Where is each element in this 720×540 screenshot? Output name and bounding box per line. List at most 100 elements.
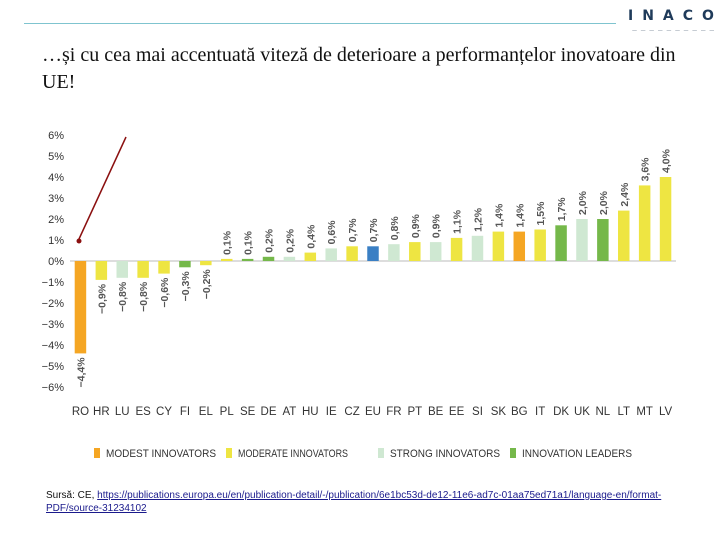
y-tick-label: 4% — [48, 172, 64, 184]
bar-lt — [618, 210, 630, 261]
x-tick-label: EL — [199, 406, 214, 418]
y-tick-label: 5% — [48, 151, 64, 163]
bar-cz — [346, 246, 358, 261]
value-label: 0,8% — [389, 216, 401, 241]
bar-eu — [367, 246, 379, 261]
value-label: −0,8% — [138, 281, 150, 312]
legend-swatch-leader — [510, 448, 516, 458]
value-label: 4,0% — [661, 148, 673, 173]
legend-swatch-strong — [378, 448, 384, 458]
value-label: −0,6% — [159, 277, 171, 308]
legend: MODEST INNOVATORS MODERATE INNOVATORS STRO… — [94, 448, 632, 460]
bar-mt — [638, 185, 651, 261]
value-label: 0,7% — [347, 218, 359, 243]
value-label: 2,0% — [598, 190, 610, 215]
source-note: Sursă: CE, https://publications.europa.e… — [46, 489, 706, 515]
bar-hr — [95, 261, 108, 280]
value-label: 1,4% — [493, 203, 505, 228]
value-label: 0,2% — [284, 228, 296, 253]
value-label: −0,9% — [96, 283, 108, 314]
bar-nl — [597, 219, 609, 261]
value-label: 1,7% — [556, 197, 568, 222]
bar-de — [262, 256, 275, 261]
legend-label-leader: INNOVATION LEADERS — [522, 448, 632, 460]
value-label: 2,0% — [577, 190, 589, 215]
x-tick-label: CZ — [344, 406, 359, 418]
bar-si — [471, 235, 484, 261]
x-tick-label: DK — [553, 406, 569, 418]
bar-es — [137, 261, 149, 278]
source-prefix: Sursă: CE, — [46, 490, 98, 501]
value-label: 0,6% — [326, 220, 338, 245]
x-tick-label: SE — [240, 406, 256, 418]
x-tick-label: FR — [386, 406, 401, 418]
value-label: 0,9% — [431, 214, 443, 239]
x-tick-label: PL — [220, 406, 235, 418]
y-tick-label: 0% — [48, 256, 64, 268]
legend-label-moderate: MODERATE INNOVATORS — [238, 448, 348, 460]
x-tick-label: BE — [428, 406, 444, 418]
bar-ie — [325, 248, 337, 261]
bar-lv — [659, 177, 672, 261]
y-tick-label: −6% — [42, 382, 65, 394]
bar-se — [241, 258, 254, 261]
x-tick-label: LV — [659, 406, 673, 418]
annotation-arrow — [78, 136, 127, 240]
y-tick-label: −1% — [42, 277, 65, 289]
value-label: 1,2% — [472, 207, 484, 232]
x-tick-label: LT — [617, 406, 630, 418]
bar-hu — [304, 252, 317, 261]
bar-chart: 6% 5% 4% 3% 2% 1% 0% −1% −2% −3% −4% −5% −6% −4,4% −0… — [42, 130, 676, 460]
value-label: 0,7% — [368, 218, 380, 243]
value-label: 0,9% — [410, 214, 422, 239]
x-tick-label: EU — [365, 406, 381, 418]
bar-fr — [388, 244, 400, 261]
bar-uk — [576, 219, 588, 261]
x-tick-label: BG — [511, 406, 528, 418]
bar-pt — [409, 242, 421, 261]
x-tick-label: MT — [636, 406, 653, 418]
legend-label-strong: STRONG INNOVATORS — [390, 448, 500, 460]
y-axis: 6% 5% 4% 3% 2% 1% 0% −1% −2% −3% −4% −5% −6% — [42, 130, 676, 394]
source-link[interactable]: https://publications.europa.eu/en/public… — [46, 490, 662, 514]
value-label: 1,1% — [452, 209, 464, 234]
legend-swatch-modest — [94, 448, 100, 458]
top-rule — [24, 23, 616, 24]
y-tick-label: −3% — [42, 319, 65, 331]
x-tick-label: HU — [302, 406, 319, 418]
bar-pl — [220, 258, 233, 261]
x-tick-label: DE — [261, 406, 277, 418]
x-tick-label: ES — [135, 406, 151, 418]
logo-text: INACO — [628, 8, 720, 24]
value-label: 0,2% — [264, 228, 276, 253]
y-tick-label: 6% — [48, 130, 64, 142]
value-label: 2,4% — [619, 182, 631, 207]
bar-sk — [492, 231, 505, 261]
y-tick-label: 2% — [48, 214, 64, 226]
bar-lu — [116, 261, 128, 278]
x-tick-label: EE — [449, 406, 465, 418]
value-label: −0,2% — [201, 269, 213, 300]
value-label: 3,6% — [640, 157, 652, 182]
bar-dk — [555, 225, 567, 261]
annotation-arrow-head — [76, 238, 82, 244]
value-label: 1,5% — [535, 201, 547, 226]
value-label: −4,4% — [75, 357, 87, 388]
bar-ro — [74, 261, 87, 354]
bar-bg — [513, 231, 526, 261]
value-label: 0,4% — [305, 224, 317, 249]
bar-cy — [158, 261, 170, 274]
x-tick-label: SK — [491, 406, 507, 418]
y-tick-label: −5% — [42, 361, 65, 373]
value-labels: −4,4% −0,9% −0,8% −0,8% −0,6% −0,3% −0,2% 0,1% 0… — [75, 148, 672, 387]
x-tick-label: IT — [535, 406, 545, 418]
y-tick-label: −2% — [42, 298, 65, 310]
value-label: 1,4% — [514, 203, 526, 228]
bar-el — [200, 261, 212, 266]
x-tick-label: RO — [72, 406, 89, 418]
x-labels: RO HR LU ES CY FI EL PL SE DE AT HU IE CZ EU FR PT BE EE SI… — [72, 406, 673, 418]
annotation — [76, 136, 127, 244]
value-label: −0,3% — [180, 271, 192, 302]
value-label: 0,1% — [243, 230, 255, 255]
x-tick-label: IE — [326, 406, 337, 418]
